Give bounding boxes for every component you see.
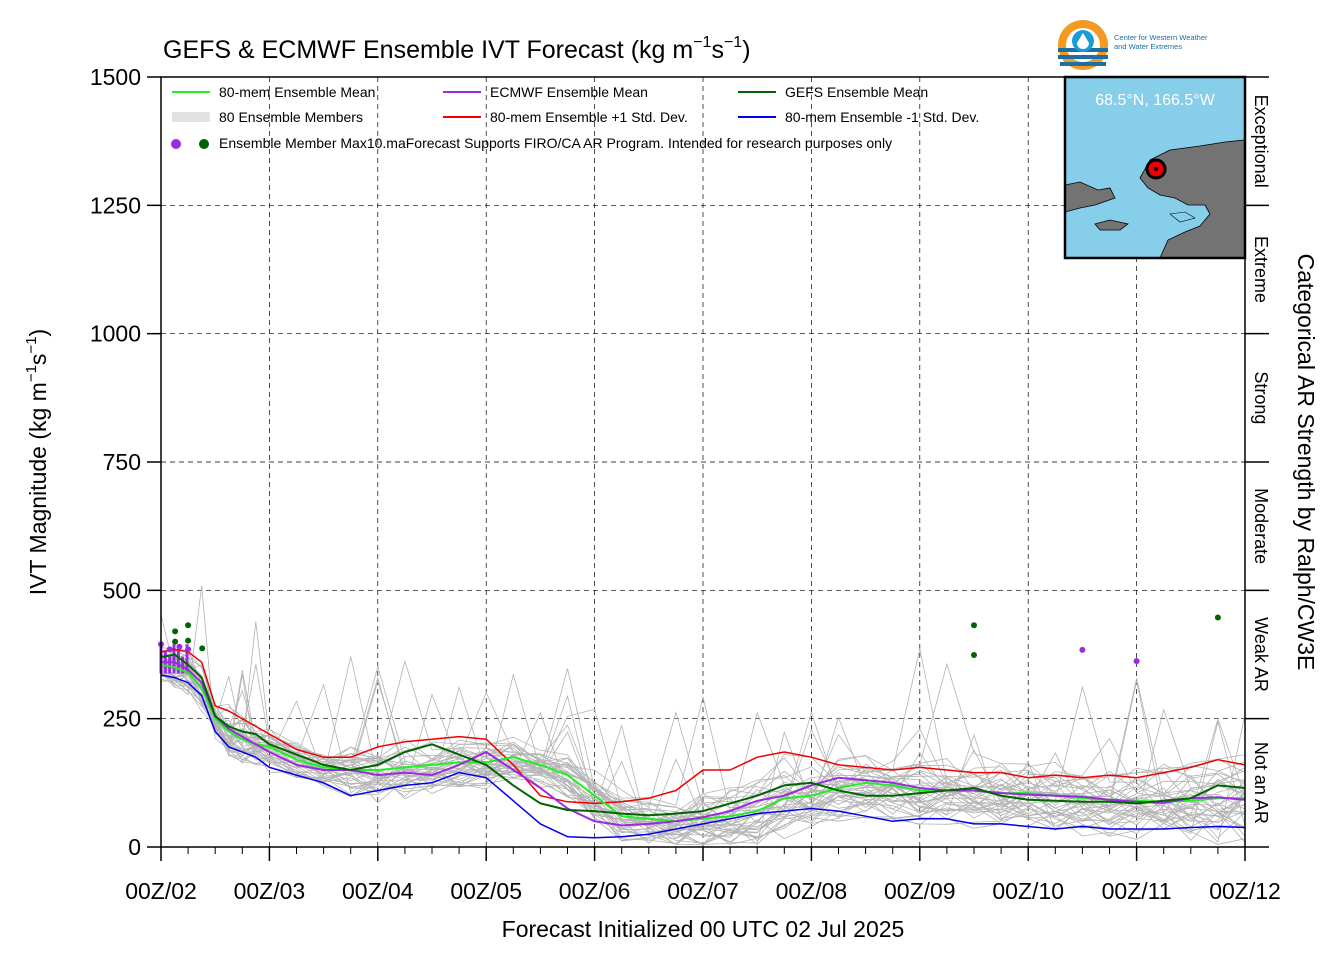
legend-max-gefs-marker [199, 139, 209, 149]
ensemble-members [160, 585, 1246, 845]
category-label: Weak AR [1251, 617, 1271, 692]
y-tick-label: 0 [128, 834, 141, 860]
max-marker [185, 637, 192, 644]
x-tick-label: 00Z/07 [667, 878, 739, 904]
ensemble-member-line [160, 675, 1246, 844]
x-tick-label: 00Z/10 [992, 878, 1064, 904]
y-tick-label: 1000 [90, 321, 141, 347]
y-tick-label: 750 [103, 449, 141, 475]
y-tick-label: 1500 [90, 64, 141, 90]
inset-island [1094, 219, 1129, 231]
y-axis-label: IVT Magnitude (kg m−1s−1) [23, 329, 51, 595]
max-marker [172, 638, 179, 645]
x-tick-label: 00Z/09 [884, 878, 956, 904]
max-marker [971, 652, 977, 659]
category-label: Exceptional [1251, 95, 1271, 188]
x-tick-label: 00Z/03 [234, 878, 306, 904]
logo-text-line2: and Water Extremes [1114, 42, 1182, 51]
x-tick-label: 00Z/12 [1209, 878, 1281, 904]
ensemble-member-line [160, 672, 1246, 845]
max-marker [971, 622, 977, 629]
x-axis: 00Z/02 00Z/03 00Z/04 00Z/05 00Z/06 00Z/07 00Z/… [125, 847, 1281, 904]
legend-item-members: 80 Ensemble Members [219, 109, 363, 125]
max-marker [199, 645, 206, 652]
legend-item-minus-std: 80-mem Ensemble -1 Std. Dev. [785, 109, 979, 125]
legend-item-ecmwf: ECMWF Ensemble Mean [490, 84, 648, 100]
ensemble-member-line [160, 672, 1246, 845]
x-tick-label: 00Z/11 [1102, 878, 1172, 904]
inset-inlet [1169, 211, 1196, 223]
max-marker [1079, 646, 1086, 653]
max-markers [158, 614, 1221, 665]
chart-title: GEFS & ECMWF Ensemble IVT Forecast (kg m… [163, 34, 751, 64]
legend-item-gefs: GEFS Ensemble Mean [785, 84, 928, 100]
x-tick-label: 00Z/06 [559, 878, 631, 904]
legend-item-max: Ensemble Member Max10.maForecast Support… [219, 135, 892, 151]
series-line [160, 653, 1246, 817]
category-label: Extreme [1251, 236, 1271, 303]
cw3e-logo: Center for Western Weather and Water Ext… [1058, 20, 1208, 70]
y-axis: 0 250 500 750 1000 1250 1500 [90, 64, 161, 860]
legend: 80-mem Ensemble Mean ECMWF Ensemble Mean… [171, 84, 979, 151]
inset-land-west [1064, 181, 1116, 213]
category-label: Moderate [1251, 488, 1271, 564]
max-marker [172, 628, 179, 635]
max-marker [1133, 658, 1140, 665]
series-line [160, 648, 1246, 805]
y-tick-label: 250 [103, 706, 141, 732]
logo-text-line1: Center for Western Weather [1114, 33, 1208, 42]
category-axis: Not an AR Weak AR Moderate Strong Extreme Exc… [1245, 76, 1271, 848]
legend-item-mean: 80-mem Ensemble Mean [219, 84, 375, 100]
x-tick-label: 00Z/04 [342, 878, 414, 904]
max-marker [185, 622, 192, 629]
y-tick-label: 1250 [90, 192, 141, 218]
category-label: Not an AR [1251, 742, 1271, 824]
y-tick-label: 500 [103, 577, 141, 603]
series-line [160, 674, 1246, 839]
early-member-cluster [159, 644, 189, 674]
x-tick-label: 00Z/05 [450, 878, 522, 904]
inset-map: 68.5°N, 166.5°W [1063, 75, 1247, 260]
legend-item-plus-std: 80-mem Ensemble +1 Std. Dev. [490, 109, 688, 125]
right-axis-label: Categorical AR Strength by Ralph/CW3E [1293, 254, 1319, 671]
legend-members-swatch [172, 112, 210, 122]
legend-max-ecmwf-marker [171, 139, 181, 149]
x-tick-label: 00Z/08 [776, 878, 848, 904]
max-marker [1214, 614, 1221, 621]
ensemble-member-line [160, 664, 1246, 845]
max-marker [166, 646, 173, 653]
series-lines [160, 648, 1246, 839]
ensemble-member-line [160, 664, 1246, 845]
x-axis-label: Forecast Initialized 00 UTC 02 Jul 2025 [502, 916, 905, 942]
max-marker [185, 646, 192, 653]
series-line [161, 661, 1246, 827]
x-tick-label: 00Z/02 [125, 878, 197, 904]
category-label: Strong [1251, 371, 1271, 424]
inset-location-label: 68.5°N, 166.5°W [1095, 92, 1215, 109]
ensemble-member-line [160, 666, 1246, 836]
max-marker [176, 643, 183, 650]
